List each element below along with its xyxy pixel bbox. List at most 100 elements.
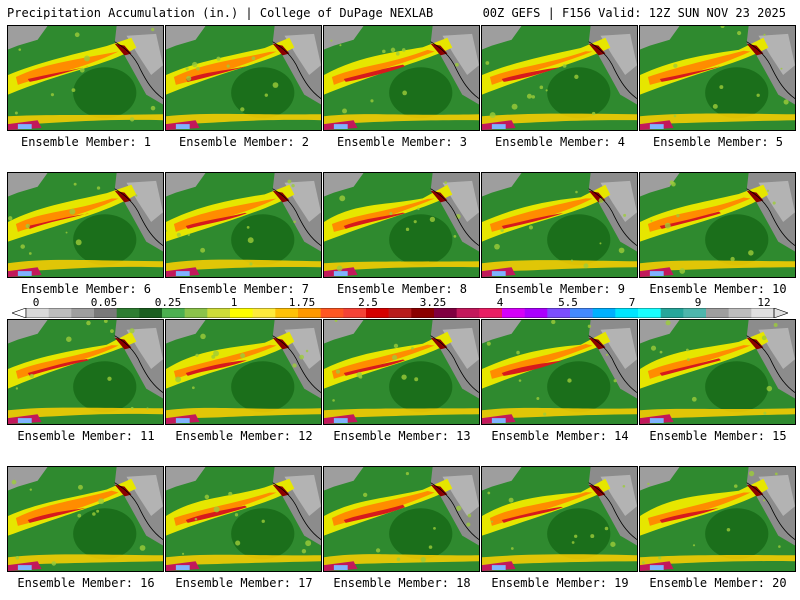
colorbar-tick-label: 3.25	[419, 296, 447, 309]
ensemble-map-panel	[481, 319, 638, 425]
colorbar-tick-label: 0.25	[154, 296, 182, 309]
colorbar-tick-label: 9	[694, 296, 702, 309]
chart-title: Precipitation Accumulation (in.) | Colle…	[7, 6, 434, 20]
colorbar-swatch	[638, 308, 661, 318]
precip-map	[640, 467, 795, 571]
ensemble-member-label: Ensemble Member: 8	[336, 282, 468, 296]
ensemble-member-label: Ensemble Member: 4	[494, 135, 626, 149]
ensemble-member-label: Ensemble Member: 6	[20, 282, 152, 296]
colorbar-tick-label: 1.75	[288, 296, 316, 309]
ensemble-member-label: Ensemble Member: 20	[649, 576, 787, 590]
ensemble-map-panel	[7, 25, 164, 131]
colorbar-swatch	[184, 308, 208, 318]
ensemble-member-label: Ensemble Member: 15	[649, 429, 787, 443]
precip-map	[166, 26, 321, 130]
colorbar-swatch	[411, 308, 435, 318]
precip-map	[166, 467, 321, 571]
colorbar-swatch	[683, 308, 707, 318]
precip-map	[8, 320, 163, 424]
precip-map	[8, 173, 163, 277]
precip-map	[640, 320, 795, 424]
header: Precipitation Accumulation (in.) | Colle…	[0, 0, 800, 24]
ensemble-map-panel	[639, 25, 796, 131]
precip-map	[324, 173, 479, 277]
ensemble-map-panel	[165, 319, 322, 425]
ensemble-member-label: Ensemble Member: 1	[20, 135, 152, 149]
ensemble-map-panel	[7, 319, 164, 425]
colorbar-swatch	[366, 308, 389, 318]
ensemble-member-label: Ensemble Member: 12	[175, 429, 313, 443]
colorbar-bar	[12, 308, 788, 318]
ensemble-map-panel	[639, 466, 796, 572]
colorbar-ticks: 0 0.05 0.25 1 1.75 2.5 3.25 4 5.5 7 9 12	[12, 296, 788, 309]
ensemble-map-panel	[639, 319, 796, 425]
ensemble-map-panel	[481, 172, 638, 278]
precip-map	[166, 320, 321, 424]
precip-map	[482, 26, 637, 130]
precip-map	[324, 467, 479, 571]
precip-map	[324, 26, 479, 130]
precip-map	[166, 173, 321, 277]
precip-colorbar: 0 0.05 0.25 1 1.75 2.5 3.25 4 5.5 7 9 12	[12, 296, 788, 320]
ensemble-member-label: Ensemble Member: 2	[178, 135, 310, 149]
colorbar-tick-label: 2.5	[358, 296, 378, 309]
colorbar-swatch	[139, 308, 163, 318]
colorbar-swatch	[456, 308, 480, 318]
colorbar-tick-label: 7	[628, 296, 636, 309]
colorbar-swatch	[547, 308, 571, 318]
precip-map	[482, 320, 637, 424]
ensemble-map-panel	[165, 25, 322, 131]
ensemble-member-label: Ensemble Member: 10	[649, 282, 787, 296]
colorbar-swatch	[434, 308, 457, 318]
colorbar-tick-label: 12	[757, 296, 771, 309]
colorbar-swatch	[298, 308, 321, 318]
ensemble-member-label: Ensemble Member: 13	[333, 429, 471, 443]
colorbar-swatch	[524, 308, 548, 318]
precip-map	[482, 173, 637, 277]
ensemble-member-label: Ensemble Member: 14	[491, 429, 629, 443]
ensemble-map-panel	[481, 25, 638, 131]
ensemble-member-label: Ensemble Member: 18	[333, 576, 471, 590]
colorbar-swatch	[343, 308, 367, 318]
precip-map	[8, 26, 163, 130]
ensemble-member-label: Ensemble Member: 5	[652, 135, 784, 149]
ensemble-map-panel	[323, 466, 480, 572]
colorbar-tick-label: 0.05	[90, 296, 118, 309]
ensemble-map-panel	[323, 172, 480, 278]
colorbar-swatch	[706, 308, 729, 318]
ensemble-member-label: Ensemble Member: 7	[178, 282, 310, 296]
precip-map	[8, 467, 163, 571]
colorbar-swatch	[660, 308, 684, 318]
colorbar-swatch	[502, 308, 525, 318]
colorbar-swatch	[592, 308, 616, 318]
colorbar-max-arrow	[773, 308, 788, 318]
ensemble-member-label: Ensemble Member: 9	[494, 282, 626, 296]
colorbar-swatch	[320, 308, 344, 318]
colorbar-swatch	[751, 308, 775, 318]
colorbar-swatch	[570, 308, 593, 318]
colorbar-min-arrow	[12, 308, 27, 318]
colorbar-swatch	[94, 308, 117, 318]
ensemble-map-panel	[165, 172, 322, 278]
colorbar-swatch	[615, 308, 639, 318]
colorbar-tick-label: 4	[496, 296, 504, 309]
ensemble-map-panel	[165, 466, 322, 572]
ensemble-map-panel	[639, 172, 796, 278]
colorbar-swatch	[116, 308, 140, 318]
colorbar-swatch	[388, 308, 412, 318]
colorbar-swatch	[479, 308, 503, 318]
colorbar-swatch	[230, 308, 253, 318]
colorbar-swatch	[162, 308, 185, 318]
run-valid-time: 00Z GEFS | F156 Valid: 12Z SUN NOV 23 20…	[482, 6, 786, 20]
ensemble-member-label: Ensemble Member: 11	[17, 429, 155, 443]
colorbar-swatch	[71, 308, 95, 318]
colorbar-tick-label: 1	[230, 296, 238, 309]
precip-map	[640, 173, 795, 277]
colorbar-swatch	[207, 308, 231, 318]
ensemble-member-label: Ensemble Member: 19	[491, 576, 629, 590]
precip-map	[324, 320, 479, 424]
ensemble-map-panel	[7, 466, 164, 572]
colorbar-tick-label: 0	[32, 296, 40, 309]
colorbar-swatch	[252, 308, 276, 318]
